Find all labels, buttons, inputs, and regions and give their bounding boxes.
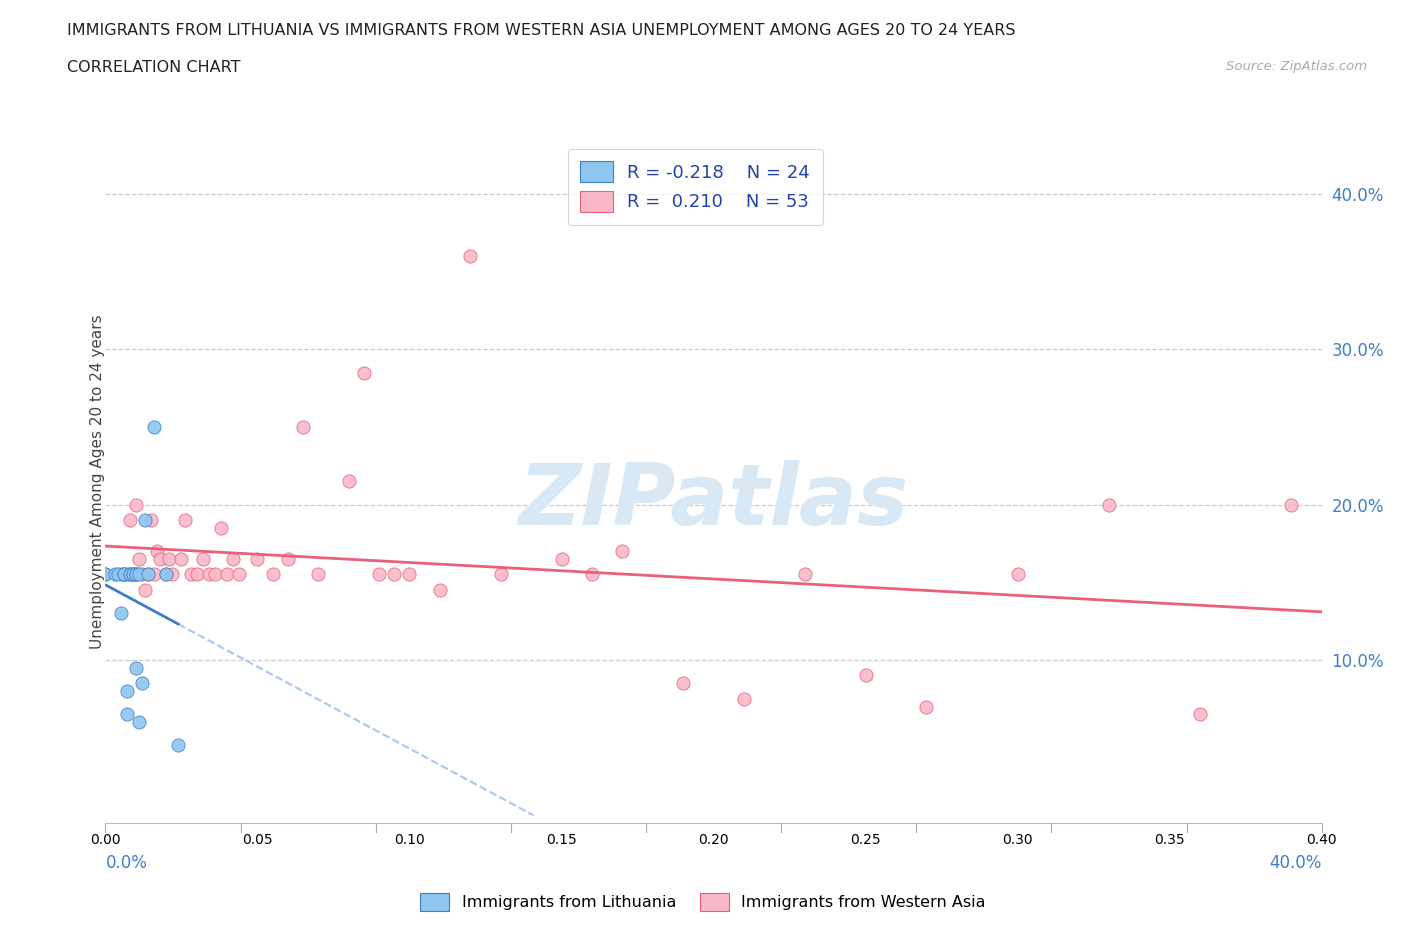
Point: [103, 567, 125, 582]
Point: [429, 582, 451, 597]
Point: [94, 567, 117, 582]
Point: [134, 582, 156, 597]
Point: [110, 605, 132, 620]
Text: 40.0%: 40.0%: [1270, 854, 1322, 871]
Point: [382, 567, 405, 582]
Point: [112, 567, 135, 582]
Point: [136, 567, 159, 582]
Text: IMMIGRANTS FROM LITHUANIA VS IMMIGRANTS FROM WESTERN ASIA UNEMPLOYMENT AMONG AGE: IMMIGRANTS FROM LITHUANIA VS IMMIGRANTS …: [67, 23, 1017, 38]
Point: [307, 567, 329, 582]
Point: [125, 498, 148, 512]
Point: [107, 567, 129, 582]
Point: [112, 567, 135, 582]
Point: [128, 567, 150, 582]
Point: [155, 567, 177, 582]
Point: [121, 567, 143, 582]
Text: 0.0%: 0.0%: [105, 854, 148, 871]
Point: [550, 551, 572, 566]
Point: [612, 544, 634, 559]
Point: [793, 567, 815, 582]
Point: [246, 551, 269, 566]
Point: [458, 248, 481, 263]
Point: [146, 544, 169, 559]
Point: [115, 567, 138, 582]
Point: [1098, 498, 1121, 512]
Point: [134, 512, 156, 527]
Point: [180, 567, 202, 582]
Point: [128, 714, 150, 729]
Point: [115, 707, 138, 722]
Point: [110, 567, 132, 582]
Point: [915, 699, 938, 714]
Point: [118, 512, 141, 527]
Point: [191, 551, 214, 566]
Point: [337, 474, 360, 489]
Point: [167, 737, 190, 752]
Point: [131, 676, 153, 691]
Point: [149, 551, 172, 566]
Point: [1279, 498, 1302, 512]
Point: [672, 676, 695, 691]
Point: [217, 567, 239, 582]
Point: [186, 567, 208, 582]
Point: [143, 419, 166, 434]
Point: [125, 567, 148, 582]
Text: Source: ZipAtlas.com: Source: ZipAtlas.com: [1226, 60, 1367, 73]
Point: [228, 567, 250, 582]
Point: [277, 551, 299, 566]
Point: [131, 567, 153, 582]
Point: [733, 691, 755, 706]
Point: [128, 551, 150, 566]
Text: CORRELATION CHART: CORRELATION CHART: [67, 60, 240, 75]
Point: [262, 567, 284, 582]
Point: [155, 567, 177, 582]
Legend: R = -0.218    N = 24, R =  0.210    N = 53: R = -0.218 N = 24, R = 0.210 N = 53: [568, 149, 823, 224]
Point: [125, 660, 148, 675]
Point: [204, 567, 226, 582]
Point: [173, 512, 195, 527]
Point: [125, 567, 148, 582]
Text: ZIPatlas: ZIPatlas: [519, 460, 908, 543]
Point: [136, 567, 159, 582]
Point: [292, 419, 315, 434]
Point: [353, 365, 375, 380]
Point: [1188, 707, 1211, 722]
Point: [162, 567, 184, 582]
Point: [198, 567, 221, 582]
Point: [368, 567, 391, 582]
Point: [143, 567, 166, 582]
Point: [118, 567, 141, 582]
Point: [112, 567, 135, 582]
Point: [170, 551, 193, 566]
Point: [115, 684, 138, 698]
Point: [581, 567, 603, 582]
Legend: Immigrants from Lithuania, Immigrants from Western Asia: Immigrants from Lithuania, Immigrants fr…: [413, 886, 993, 917]
Point: [121, 567, 143, 582]
Point: [139, 512, 162, 527]
Point: [489, 567, 512, 582]
Point: [398, 567, 420, 582]
Point: [209, 521, 232, 536]
Y-axis label: Unemployment Among Ages 20 to 24 years: Unemployment Among Ages 20 to 24 years: [90, 314, 104, 648]
Point: [94, 567, 117, 582]
Point: [855, 668, 877, 683]
Point: [157, 551, 180, 566]
Point: [125, 567, 148, 582]
Point: [118, 567, 141, 582]
Point: [1007, 567, 1029, 582]
Point: [222, 551, 245, 566]
